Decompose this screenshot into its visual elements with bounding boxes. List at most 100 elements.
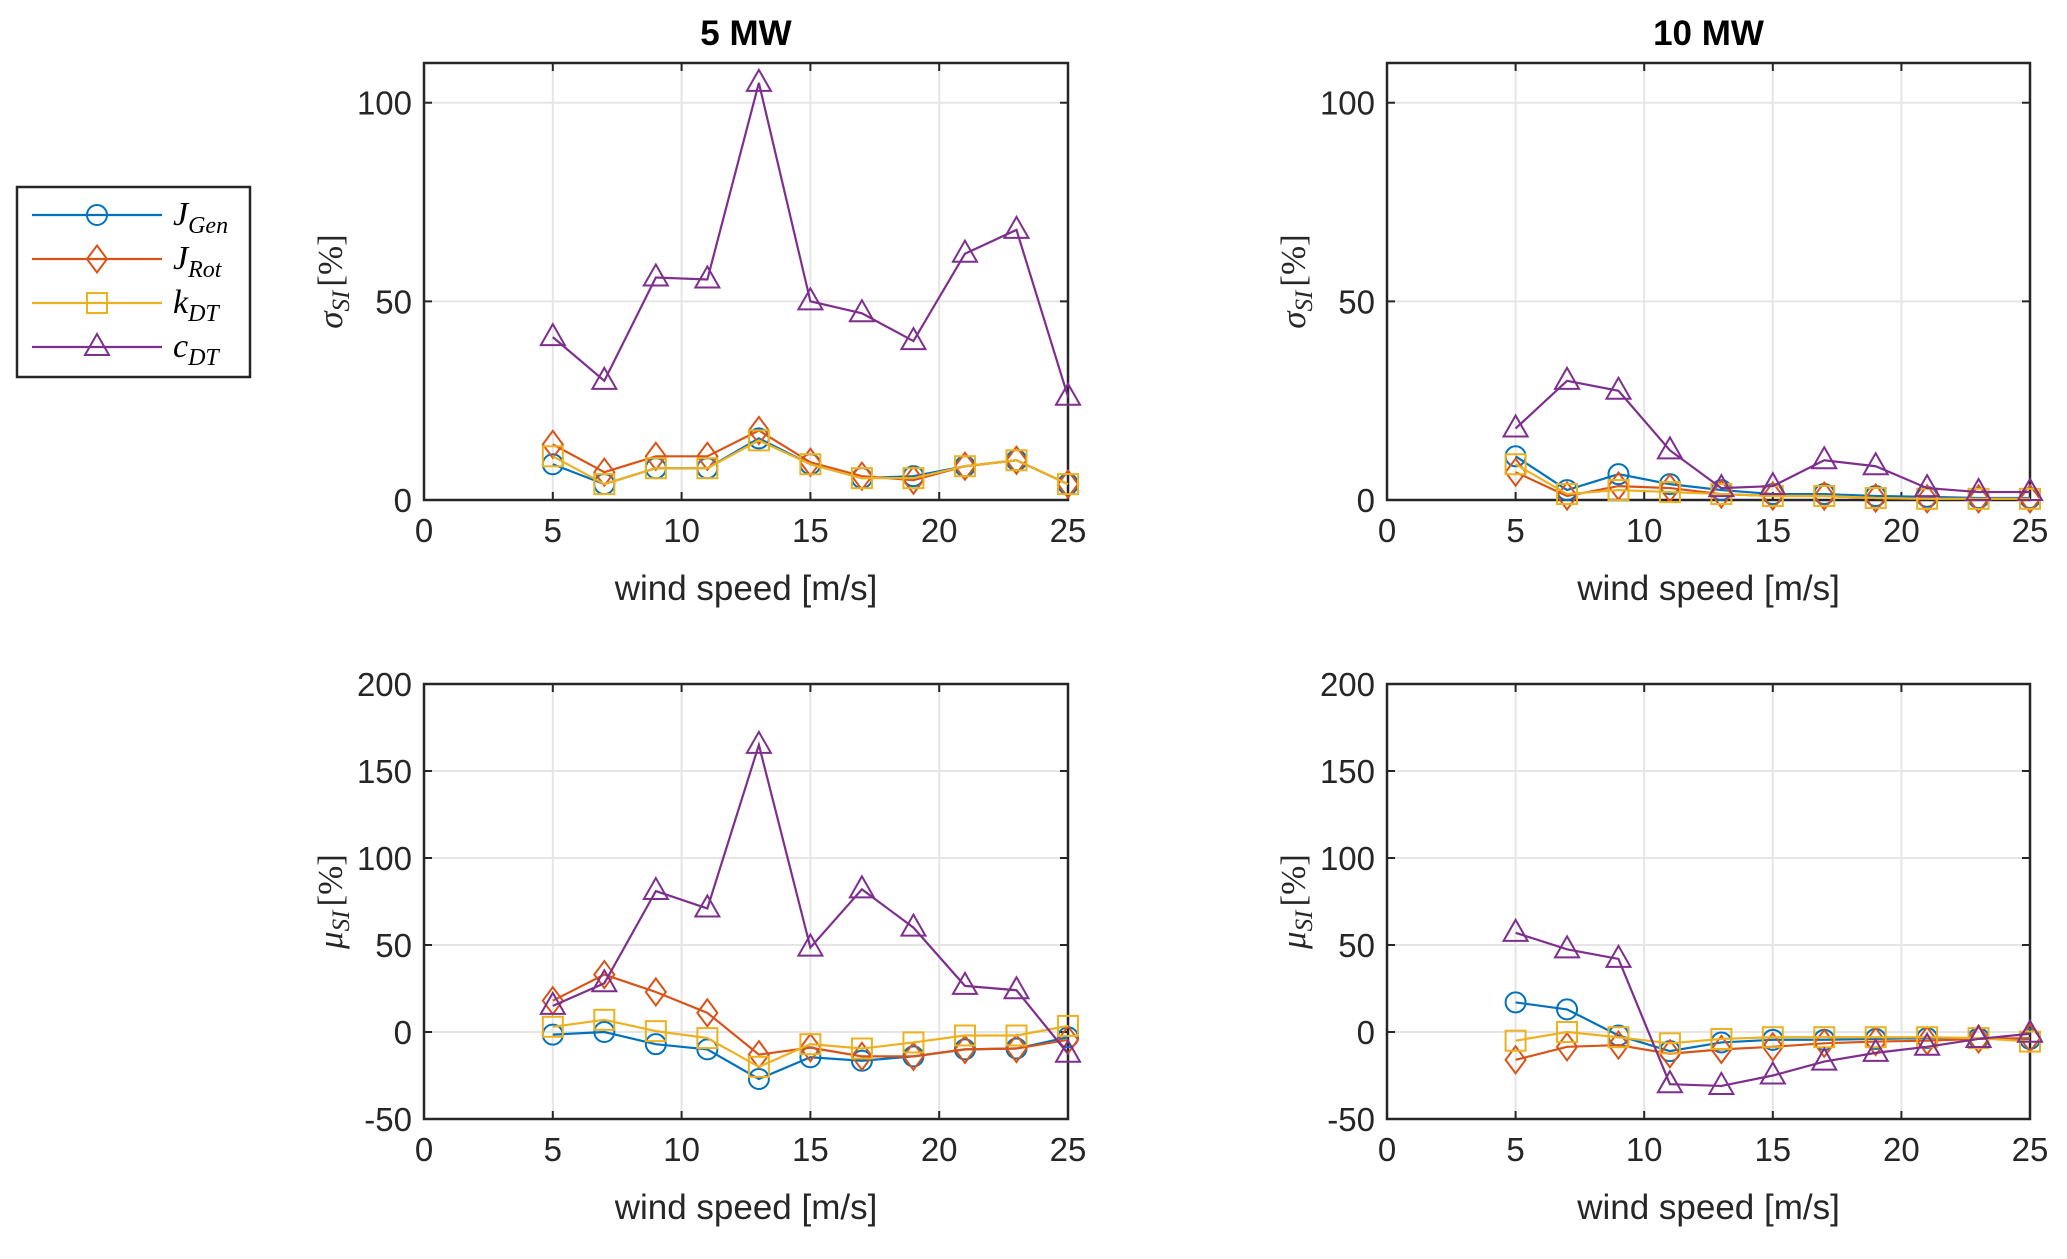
data-point bbox=[1761, 480, 1785, 512]
y-tick-label: 150 bbox=[1320, 753, 1375, 790]
series-c-dt bbox=[1501, 917, 2044, 1095]
data-point bbox=[1504, 991, 1527, 1014]
data-point bbox=[593, 457, 616, 488]
data-point bbox=[696, 441, 719, 472]
data-point bbox=[1057, 473, 1079, 496]
x-axis-label: wind speed [m/s] bbox=[1576, 569, 1840, 608]
x-tick-label: 10 bbox=[1626, 512, 1663, 549]
y-tick-label: 0 bbox=[1357, 482, 1375, 519]
x-tick-label: 0 bbox=[415, 1131, 433, 1168]
data-point bbox=[1607, 479, 1630, 502]
data-point bbox=[642, 876, 670, 901]
data-point bbox=[850, 460, 874, 492]
data-point bbox=[1810, 445, 1838, 470]
y-tick-label: 100 bbox=[1320, 85, 1375, 122]
data-point bbox=[745, 729, 773, 754]
data-point bbox=[1812, 1028, 1836, 1059]
chart-panel-2: 0 5 10 15 20 25 0 50 100 10 MW wind speed [m/s] σSI… bbox=[1274, 14, 2048, 608]
data-point bbox=[590, 968, 619, 993]
data-point bbox=[747, 415, 771, 446]
data-point bbox=[1005, 1033, 1028, 1064]
x-axis-label: wind speed [m/s] bbox=[614, 569, 878, 608]
data-point bbox=[1861, 451, 1890, 476]
data-point bbox=[541, 1015, 564, 1038]
data-point bbox=[1553, 365, 1581, 390]
data-point bbox=[902, 1031, 925, 1054]
data-point bbox=[899, 912, 928, 937]
circle-marker-icon bbox=[86, 204, 108, 226]
data-point bbox=[1759, 1060, 1787, 1085]
data-point bbox=[1005, 449, 1028, 472]
data-point bbox=[1967, 487, 1990, 510]
data-point bbox=[1707, 1070, 1736, 1095]
data-point bbox=[951, 970, 979, 995]
data-point bbox=[1604, 375, 1633, 400]
data-point bbox=[1607, 1026, 1630, 1049]
data-point bbox=[799, 447, 822, 478]
series-line bbox=[552, 740, 1069, 1055]
y-tick-label: 0 bbox=[394, 1014, 412, 1051]
data-point bbox=[1915, 483, 1939, 514]
data-point bbox=[796, 286, 825, 311]
legend-label: kDT bbox=[173, 284, 220, 327]
data-point bbox=[1710, 1034, 1733, 1065]
legend-entry-j-gen: JGen bbox=[32, 196, 228, 239]
x-tick-label: 20 bbox=[921, 1131, 958, 1168]
triangle-marker-icon bbox=[83, 331, 111, 356]
legend-entry-c-dt: cDT bbox=[32, 328, 220, 371]
x-tick-label: 5 bbox=[544, 1131, 562, 1168]
y-tick-label: 50 bbox=[375, 283, 412, 320]
data-point bbox=[1913, 473, 1941, 498]
y-tick-label: 200 bbox=[1320, 666, 1375, 703]
y-tick-label: 100 bbox=[357, 840, 412, 877]
data-point bbox=[1656, 435, 1684, 460]
data-point bbox=[644, 441, 668, 472]
data-point bbox=[539, 322, 567, 347]
series-line bbox=[1514, 379, 2030, 494]
data-point bbox=[593, 473, 616, 496]
x-tick-label: 10 bbox=[663, 512, 700, 549]
axes-box bbox=[1385, 61, 2032, 502]
data-point bbox=[1964, 477, 1993, 502]
data-point bbox=[1658, 1038, 1682, 1069]
data-point bbox=[644, 976, 668, 1008]
y-tick-label: 0 bbox=[1357, 1014, 1375, 1051]
data-point bbox=[590, 365, 619, 390]
data-point bbox=[953, 1024, 976, 1047]
y-tick-label: 50 bbox=[1338, 283, 1375, 320]
series-k-dt bbox=[541, 1008, 1079, 1078]
y-axis-label: μSI[%] bbox=[1274, 854, 1318, 950]
x-tick-label: 0 bbox=[415, 512, 433, 549]
x-tick-label: 25 bbox=[2012, 512, 2049, 549]
y-axis-label: σSI[%] bbox=[1274, 234, 1318, 329]
axes-box bbox=[422, 682, 1070, 1121]
data-point bbox=[541, 429, 565, 460]
data-point bbox=[1504, 1029, 1527, 1052]
x-tick-label: 5 bbox=[544, 512, 562, 549]
data-point bbox=[1056, 468, 1080, 500]
series-line bbox=[552, 973, 1069, 1058]
data-point bbox=[1057, 1014, 1079, 1037]
y-axis-label: σSI[%] bbox=[311, 234, 355, 329]
data-point bbox=[2019, 487, 2041, 510]
data-point bbox=[745, 67, 773, 92]
data-point bbox=[953, 455, 976, 478]
data-point bbox=[1555, 480, 1579, 512]
data-point bbox=[796, 932, 825, 957]
data-point bbox=[2016, 1018, 2044, 1043]
data-point bbox=[1810, 1046, 1838, 1071]
x-tick-label: 15 bbox=[1754, 512, 1791, 549]
data-point bbox=[1967, 1023, 1990, 1055]
x-tick-label: 20 bbox=[1883, 512, 1920, 549]
data-point bbox=[693, 264, 722, 289]
legend-entry-j-rot: JRot bbox=[32, 240, 223, 283]
data-point bbox=[1710, 478, 1733, 510]
data-point bbox=[1964, 1023, 1993, 1048]
series-line bbox=[1515, 931, 2031, 1088]
series-c-dt bbox=[1501, 365, 2044, 502]
y-tick-label: 100 bbox=[357, 85, 412, 122]
data-point bbox=[1656, 1069, 1684, 1094]
